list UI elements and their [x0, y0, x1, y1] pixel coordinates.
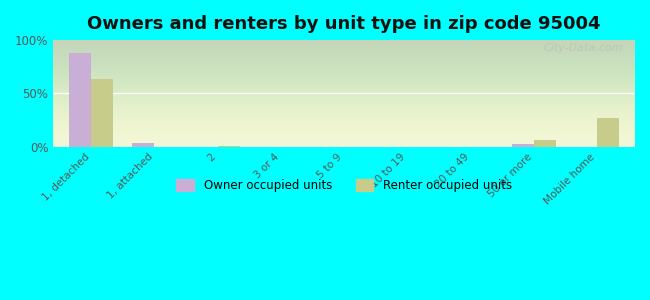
Bar	[597, 118, 619, 147]
Bar	[218, 146, 240, 147]
Bar	[133, 142, 155, 147]
Text: City-Data.com: City-Data.com	[544, 43, 623, 53]
Bar	[91, 79, 113, 147]
Bar	[512, 144, 534, 147]
Bar	[534, 140, 556, 147]
Bar	[69, 53, 91, 147]
Legend: Owner occupied units, Renter occupied units: Owner occupied units, Renter occupied un…	[172, 174, 517, 196]
Title: Owners and renters by unit type in zip code 95004: Owners and renters by unit type in zip c…	[87, 15, 601, 33]
